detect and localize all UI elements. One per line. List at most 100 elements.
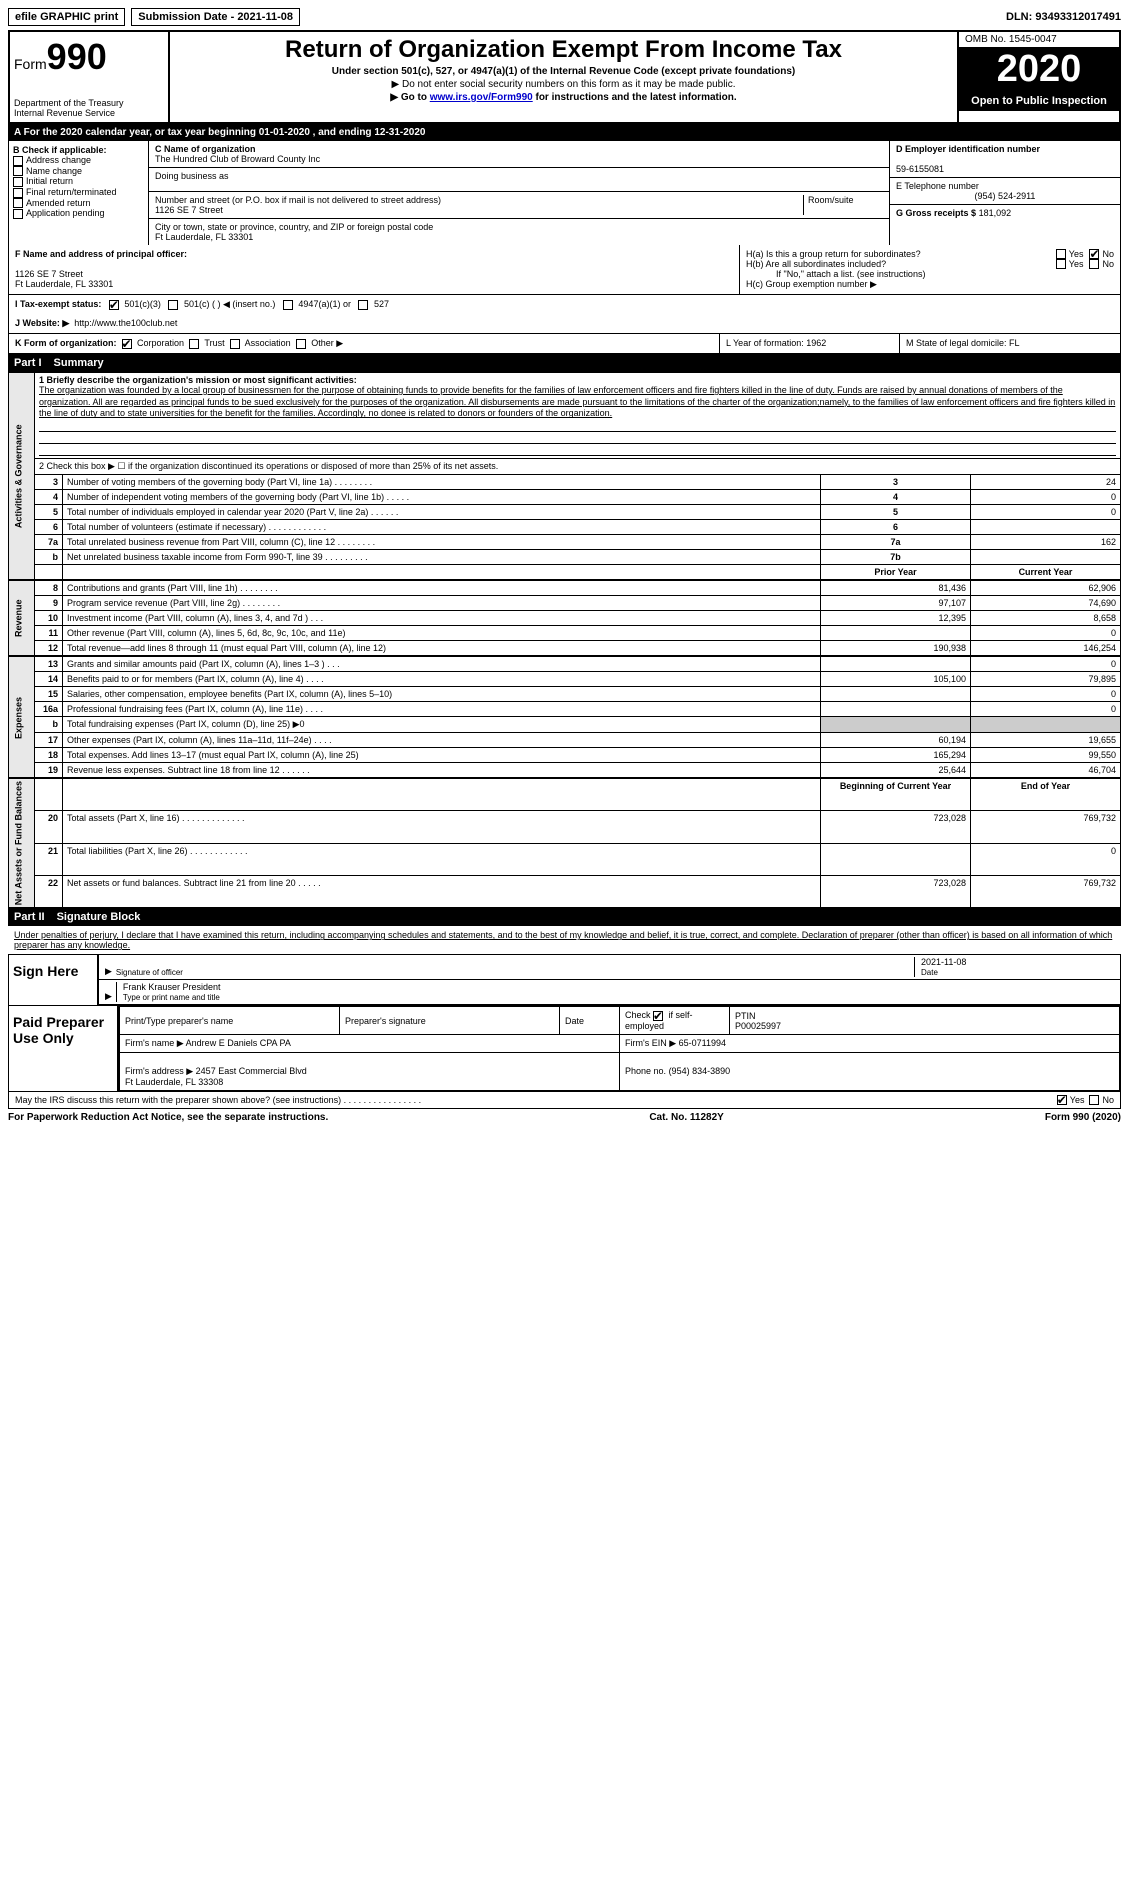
section-l: L Year of formation: 1962 [720, 334, 900, 353]
dln-label: DLN: 93493312017491 [1006, 11, 1121, 23]
form-title: Return of Organization Exempt From Incom… [174, 36, 953, 64]
table-row: Prior YearCurrent Year [9, 565, 1121, 580]
org-name-label: C Name of organization [155, 144, 256, 154]
table-row: 9Program service revenue (Part VIII, lin… [9, 596, 1121, 611]
sig-date: 2021-11-08 [921, 957, 966, 967]
chk-name-change[interactable]: Name change [13, 166, 144, 177]
chk-4947[interactable] [283, 300, 293, 310]
section-f: F Name and address of principal officer:… [9, 245, 740, 294]
prep-name-hdr: Print/Type preparer's name [120, 1007, 340, 1035]
table-row: 6Total number of volunteers (estimate if… [9, 520, 1121, 535]
form-footer: Form 990 (2020) [1045, 1112, 1121, 1123]
chk-address-change[interactable]: Address change [13, 155, 144, 166]
phone-label: E Telephone number [896, 181, 979, 191]
subtitle-3: ▶ Go to www.irs.gov/Form990 for instruct… [174, 92, 953, 103]
chk-discuss-no[interactable] [1089, 1095, 1099, 1105]
h-b-no[interactable] [1089, 259, 1099, 269]
cat-number: Cat. No. 11282Y [649, 1112, 723, 1123]
firm-ein: Firm's EIN ▶ 65-0711994 [620, 1034, 1120, 1052]
h-c-label: H(c) Group exemption number ▶ [746, 279, 1114, 290]
chk-discuss-yes[interactable] [1057, 1095, 1067, 1105]
chk-501c3[interactable] [109, 300, 119, 310]
side-revenue: Revenue [9, 581, 35, 656]
firm-phone: Phone no. (954) 834-3890 [620, 1052, 1120, 1090]
h-a-no[interactable] [1089, 249, 1099, 259]
tax-year: 2020 [959, 48, 1119, 91]
table-row: 7aTotal unrelated business revenue from … [9, 535, 1121, 550]
org-address: 1126 SE 7 Street [155, 205, 223, 215]
omb-number: OMB No. 1545-0047 [959, 32, 1119, 48]
addr-label: Number and street (or P.O. box if mail i… [155, 195, 441, 205]
table-row: bTotal fundraising expenses (Part IX, co… [9, 717, 1121, 733]
prep-ptin: PTIN P00025997 [730, 1007, 1120, 1035]
chk-amended-return[interactable]: Amended return [13, 198, 144, 209]
dba-label: Doing business as [155, 171, 229, 181]
officer-name: Frank Krauser President [123, 982, 221, 992]
topbar: efile GRAPHIC print Submission Date - 20… [8, 8, 1121, 26]
room-label: Room/suite [808, 195, 854, 205]
section-c: C Name of organization The Hundred Club … [149, 141, 890, 245]
subtitle-1: Under section 501(c), 527, or 4947(a)(1)… [174, 66, 953, 77]
table-row: 15Salaries, other compensation, employee… [9, 687, 1121, 702]
chk-self-employed[interactable] [653, 1011, 663, 1021]
sign-here-row: Sign Here ▶ Signature of officer 2021-11… [8, 955, 1121, 1006]
header-left: Form990 Department of the Treasury Inter… [10, 32, 170, 122]
officer-addr2: Ft Lauderdale, FL 33301 [15, 279, 113, 289]
ein-label: D Employer identification number [896, 144, 1040, 154]
ein-value: 59-6155081 [896, 164, 944, 174]
prep-date-hdr: Date [560, 1007, 620, 1035]
chk-other[interactable] [296, 339, 306, 349]
prep-selfemp: Check if self-employed [620, 1007, 730, 1035]
org-city: Ft Lauderdale, FL 33301 [155, 232, 253, 242]
hdr-beginning: Beginning of Current Year [821, 779, 971, 811]
chk-527[interactable] [358, 300, 368, 310]
form-number: Form990 [14, 36, 164, 78]
paid-preparer-label: Paid Preparer Use Only [9, 1006, 119, 1091]
chk-initial-return[interactable]: Initial return [13, 176, 144, 187]
table-row: bNet unrelated business taxable income f… [9, 550, 1121, 565]
h-a-yes[interactable] [1056, 249, 1066, 259]
website-label: J Website: ▶ [15, 318, 69, 328]
dept-treasury: Department of the Treasury Internal Reve… [14, 98, 164, 118]
chk-501c[interactable] [168, 300, 178, 310]
side-governance: Activities & Governance [9, 373, 35, 580]
paperwork-footer: For Paperwork Reduction Act Notice, see … [8, 1109, 1121, 1126]
h-b-yes[interactable] [1056, 259, 1066, 269]
table-row: 11Other revenue (Part VIII, column (A), … [9, 626, 1121, 641]
side-expenses: Expenses [9, 657, 35, 778]
open-to-public: Open to Public Inspection [959, 91, 1119, 111]
chk-trust[interactable] [189, 339, 199, 349]
firm-name: Firm's name ▶ Andrew E Daniels CPA PA [120, 1034, 620, 1052]
website-value: http://www.the100club.net [74, 318, 177, 328]
submission-date-box: Submission Date - 2021-11-08 [131, 8, 300, 26]
discuss-row: May the IRS discuss this return with the… [8, 1092, 1121, 1109]
row-f-h: F Name and address of principal officer:… [8, 245, 1121, 295]
chk-association[interactable] [230, 339, 240, 349]
sign-here-label: Sign Here [9, 955, 99, 1005]
gross-receipts-label: G Gross receipts $ [896, 208, 976, 218]
info-grid: B Check if applicable: Address change Na… [8, 141, 1121, 245]
form990-link[interactable]: www.irs.gov/Form990 [430, 92, 533, 103]
preparer-row: Paid Preparer Use Only Print/Type prepar… [8, 1006, 1121, 1092]
table-row: 10Investment income (Part VIII, column (… [9, 611, 1121, 626]
mission-text: The organization was founded by a local … [39, 385, 1115, 418]
chk-corporation[interactable] [122, 339, 132, 349]
city-label: City or town, state or province, country… [155, 222, 433, 232]
side-netassets: Net Assets or Fund Balances [9, 779, 35, 908]
h-a-label: H(a) Is this a group return for subordin… [746, 249, 1056, 259]
gray-cell [971, 717, 1121, 733]
summary-table: Activities & Governance 1 Briefly descri… [8, 372, 1121, 580]
table-row: 5Total number of individuals employed in… [9, 505, 1121, 520]
header-title-block: Return of Organization Exempt From Incom… [170, 32, 959, 122]
org-name: The Hundred Club of Broward County Inc [155, 154, 320, 164]
efile-print-box: efile GRAPHIC print [8, 8, 125, 26]
chk-final-return[interactable]: Final return/terminated [13, 187, 144, 198]
table-row: 21Total liabilities (Part X, line 26) . … [9, 843, 1121, 875]
officer-addr1: 1126 SE 7 Street [15, 269, 83, 279]
gray-cell [821, 717, 971, 733]
hdr-prior-year: Prior Year [821, 565, 971, 580]
table-row: 18Total expenses. Add lines 13–17 (must … [9, 748, 1121, 763]
chk-application-pending[interactable]: Application pending [13, 208, 144, 219]
header-right: OMB No. 1545-0047 2020 Open to Public In… [959, 32, 1119, 122]
section-d-e-g: D Employer identification number 59-6155… [890, 141, 1120, 245]
